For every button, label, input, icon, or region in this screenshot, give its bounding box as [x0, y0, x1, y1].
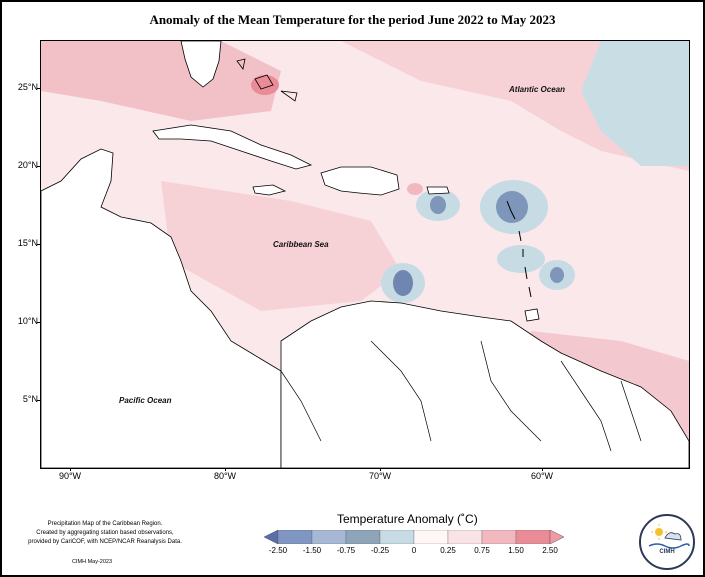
map-canvas	[41, 41, 689, 468]
cimh-logo: CIMH	[639, 514, 695, 570]
anomaly-central-caribbean	[161, 181, 401, 311]
land-florida	[180, 41, 222, 88]
anomaly-blob-bahamas	[251, 75, 279, 95]
lon-label-80w: 80°W	[213, 471, 237, 481]
credit-date: CIMH May-2023	[72, 559, 113, 565]
land-lesser-antilles	[506, 200, 532, 298]
credit-line-3: provided by CariCOF, with NCEP/NCAR Rean…	[28, 539, 182, 545]
anomaly-atlantic-cool	[581, 41, 689, 166]
colorbar-tick-label: -0.25	[370, 546, 390, 555]
lon-tick	[70, 468, 71, 471]
lat-tick	[37, 400, 40, 401]
anomaly-blob-puerto-rico-core	[430, 196, 446, 214]
land-puerto-rico	[426, 186, 450, 195]
anomaly-blob-hispaniola	[407, 183, 423, 195]
lat-tick	[37, 88, 40, 89]
lon-tick	[225, 468, 226, 471]
colorbar-tick-label: 0	[411, 546, 417, 555]
land-trinidad	[524, 308, 540, 322]
land-cuba	[152, 124, 313, 170]
anomaly-north-band	[41, 41, 689, 171]
lat-label-20n: 20°N	[17, 160, 38, 170]
pacific-ocean-label: Pacific Ocean	[119, 396, 172, 405]
colorbar-tick-label: -1.50	[302, 546, 322, 555]
lat-tick	[37, 166, 40, 167]
colorbar-segment	[413, 530, 449, 544]
lat-label-5n: 5°N	[22, 394, 38, 404]
caribbean-sea-label: Caribbean Sea	[273, 240, 329, 249]
colorbar-segment	[277, 530, 313, 544]
anomaly-blob-dominica	[497, 245, 545, 273]
land-hispaniola	[320, 166, 400, 196]
credit-line-2: Created by aggregating station based obs…	[36, 530, 174, 536]
colorbar-segment	[311, 530, 347, 544]
colorbar-segment	[481, 530, 517, 544]
cimh-logo-graphic	[648, 524, 690, 549]
legend-title: Temperature Anomaly (˚C)	[337, 512, 478, 526]
map-panel: Atlantic Ocean Caribbean Sea Pacific Oce…	[40, 40, 690, 469]
lat-label-15n: 15°N	[17, 238, 38, 248]
colorbar-segment	[345, 530, 381, 544]
lon-tick	[380, 468, 381, 471]
colorbar-segment	[379, 530, 415, 544]
colorbar-tick-label: 0.25	[440, 546, 456, 555]
colorbar-segment	[447, 530, 483, 544]
colorbar-tick-label: -0.75	[336, 546, 356, 555]
anomaly-florida-region	[41, 41, 281, 121]
atlantic-ocean-label: Atlantic Ocean	[509, 85, 566, 94]
land-bahamas-3	[236, 58, 246, 70]
lat-tick	[37, 244, 40, 245]
map-title: Anomaly of the Mean Temperature for the …	[149, 12, 556, 27]
lon-label-60w: 60°W	[530, 471, 554, 481]
colorbar-arrow-high	[549, 530, 564, 544]
cimh-logo-text: CIMH	[659, 549, 675, 555]
colorbar-arrow-low	[264, 530, 279, 544]
colorbar-tick-label: 1.50	[508, 546, 524, 555]
country-borders	[280, 340, 642, 452]
lon-tick	[542, 468, 543, 471]
colorbar-tick-label: 0.75	[474, 546, 490, 555]
land-bahamas-1	[254, 74, 274, 90]
lon-label-90w: 90°W	[58, 471, 82, 481]
colorbar-segment	[515, 530, 551, 544]
credit-line-1: Precipitation Map of the Caribbean Regio…	[47, 521, 163, 527]
anomaly-blob-antigua-core	[496, 191, 528, 223]
lon-label-70w: 70°W	[368, 471, 392, 481]
colorbar	[264, 530, 564, 544]
colorbar-tick-label: -2.50	[268, 546, 288, 555]
lat-label-25n: 25°N	[17, 82, 38, 92]
lat-tick	[37, 322, 40, 323]
colorbar-tick-label: 2.50	[542, 546, 558, 555]
land-jamaica	[252, 184, 287, 196]
anomaly-blob-aruba-core	[393, 270, 413, 296]
land-bahamas-2	[280, 90, 298, 102]
anomaly-blob-barbados-core	[550, 267, 564, 283]
land-south-america	[280, 300, 689, 468]
lat-label-10n: 10°N	[17, 316, 38, 326]
